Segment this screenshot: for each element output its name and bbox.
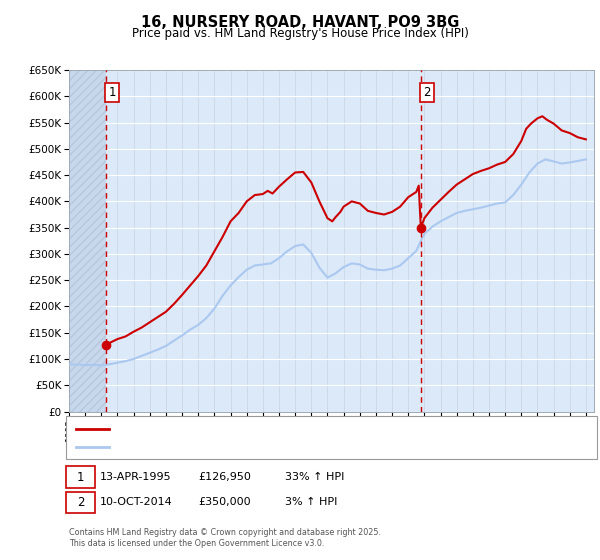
Text: 2: 2 — [77, 496, 84, 509]
Text: 10-OCT-2014: 10-OCT-2014 — [100, 497, 173, 507]
Bar — [69, 70, 106, 412]
Text: 16, NURSERY ROAD, HAVANT, PO9 3BG: 16, NURSERY ROAD, HAVANT, PO9 3BG — [141, 15, 459, 30]
Text: 3% ↑ HPI: 3% ↑ HPI — [285, 497, 337, 507]
Text: 2: 2 — [423, 86, 431, 99]
Text: 1: 1 — [108, 86, 116, 99]
Text: Price paid vs. HM Land Registry's House Price Index (HPI): Price paid vs. HM Land Registry's House … — [131, 27, 469, 40]
Text: £350,000: £350,000 — [198, 497, 251, 507]
Text: HPI: Average price, detached house, Havant: HPI: Average price, detached house, Hava… — [116, 442, 347, 452]
Text: 33% ↑ HPI: 33% ↑ HPI — [285, 472, 344, 482]
Text: £126,950: £126,950 — [198, 472, 251, 482]
Text: 13-APR-1995: 13-APR-1995 — [100, 472, 172, 482]
Text: Contains HM Land Registry data © Crown copyright and database right 2025.
This d: Contains HM Land Registry data © Crown c… — [69, 528, 381, 548]
Text: 1: 1 — [77, 470, 84, 484]
Text: 16, NURSERY ROAD, HAVANT, PO9 3BG (detached house): 16, NURSERY ROAD, HAVANT, PO9 3BG (detac… — [116, 424, 414, 434]
